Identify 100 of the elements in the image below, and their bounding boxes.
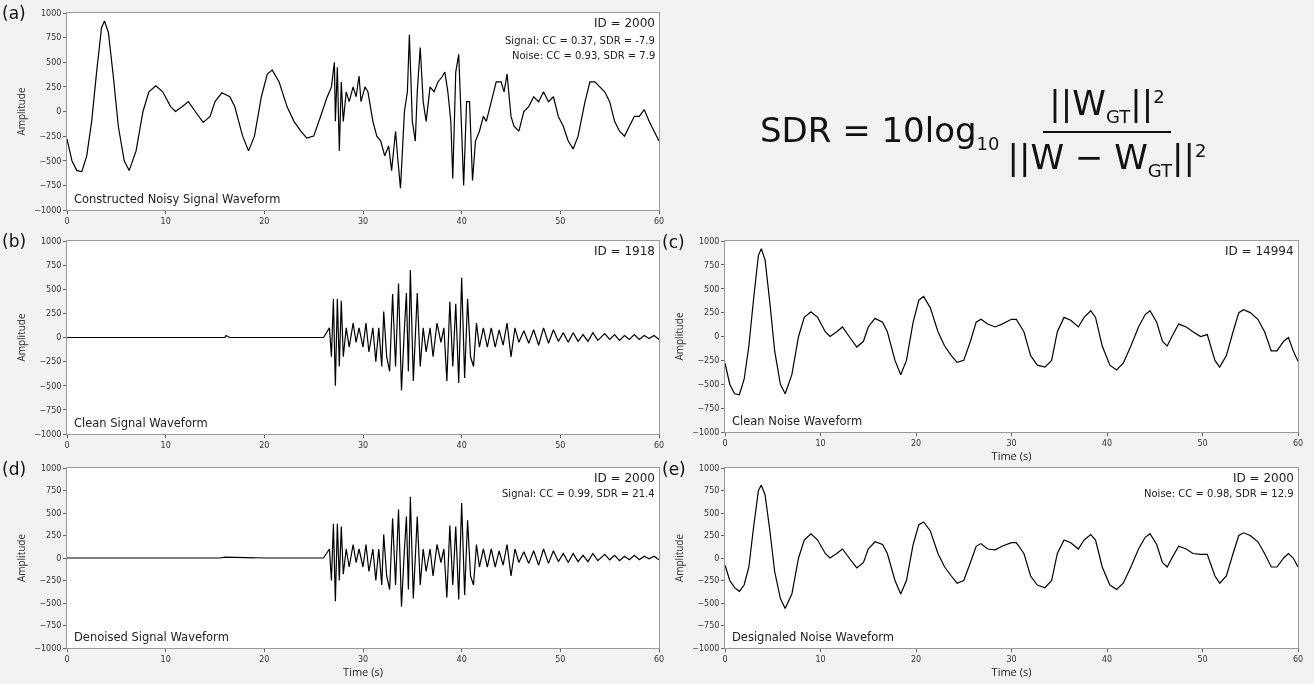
x-tick-label: 50	[555, 440, 566, 450]
text: (d)	[2, 459, 27, 479]
text: ||W − W$_{GT}$||$^{2}$	[1007, 136, 1207, 181]
annotation: ID = 14994	[1225, 244, 1294, 258]
y-tick-label: 1000	[41, 236, 62, 246]
y-tick-label: −250	[697, 356, 720, 366]
text: Clean Signal Waveform	[74, 416, 208, 430]
x-tick-label: 10	[160, 654, 171, 664]
y-tick-label: 0	[56, 333, 62, 343]
x-tick-label: 50	[1197, 654, 1208, 664]
line-series	[67, 269, 659, 392]
x-tick-label: 0	[64, 654, 70, 664]
y-tick-label: 1000	[699, 236, 720, 246]
y-tick-label: −250	[39, 131, 62, 141]
y-tick-label: 750	[46, 260, 62, 270]
x-tick-label: 20	[259, 440, 270, 450]
y-tick-label: 500	[46, 58, 62, 68]
y-tick-label: −500	[39, 381, 62, 391]
text: Clean Noise Waveform	[732, 414, 863, 428]
y-axis-title: Amplitude	[14, 87, 29, 136]
x-tick-label: 60	[653, 654, 665, 664]
x-tick-label: 60	[653, 216, 665, 226]
y-axis-title: Amplitude	[672, 533, 687, 583]
x-tick-label: 10	[815, 654, 826, 664]
x-tick-label: 0	[722, 438, 728, 448]
x-tick-label: 10	[815, 438, 826, 448]
y-axis-title: Amplitude	[672, 312, 687, 361]
x-tick-label: 60	[1292, 654, 1304, 664]
x-tick-label: 0	[64, 440, 70, 450]
x-tick-label: 40	[456, 440, 467, 450]
y-tick-label: −1000	[692, 643, 720, 653]
y-tick-label: −750	[39, 405, 62, 415]
y-tick-label: 0	[714, 553, 720, 563]
y-tick-label: 1000	[41, 8, 62, 18]
y-tick-label: −250	[39, 576, 62, 586]
y-tick-label: 500	[46, 285, 62, 295]
y-tick-label: −750	[39, 621, 62, 631]
y-tick-label: 0	[56, 553, 62, 563]
y-axis-title: Amplitude	[14, 313, 29, 362]
y-tick-label: −500	[697, 380, 720, 390]
text: Constructed Noisy Signal Waveform	[74, 192, 281, 206]
y-tick-label: −1000	[34, 643, 62, 653]
y-tick-label: 750	[46, 486, 62, 496]
y-tick-label: 750	[704, 260, 720, 270]
y-tick-label: −250	[39, 357, 62, 367]
x-tick-label: 40	[1101, 438, 1113, 448]
annotation: ID = 2000	[1233, 471, 1295, 485]
y-tick-label: 250	[46, 531, 62, 541]
x-axis-title: Time (s)	[343, 663, 383, 679]
x-tick-label: 30	[1006, 438, 1017, 448]
annotation: ID = 1918	[594, 244, 656, 258]
annotation: ID = 2000	[594, 16, 656, 30]
x-tick-label: 20	[259, 216, 270, 226]
annotation: Noise: CC = 0.98, SDR = 12.9	[1144, 488, 1294, 499]
annotation: ID = 2000	[594, 471, 656, 485]
x-tick-label: 40	[456, 654, 467, 664]
x-tick-label: 20	[259, 654, 270, 664]
x-axis-title: Time (s)	[991, 663, 1032, 679]
y-axis-title: Amplitude	[14, 533, 29, 583]
y-tick-label: −1000	[692, 427, 720, 437]
y-tick-label: 250	[704, 308, 720, 318]
x-tick-label: 30	[357, 216, 369, 226]
text: ||W$_{GT}$||$^{2}$	[1043, 83, 1171, 133]
x-axis-title: Time (s)	[991, 447, 1032, 463]
x-tick-label: 20	[910, 654, 922, 664]
y-tick-label: 250	[46, 309, 62, 319]
x-tick-label: 0	[64, 216, 70, 226]
annotation: Signal: CC = 0.37, SDR = -7.9	[505, 35, 655, 46]
y-tick-label: −1000	[34, 429, 62, 439]
y-tick-label: 500	[46, 508, 62, 518]
y-tick-label: 250	[46, 82, 62, 92]
y-tick-label: 250	[704, 531, 720, 541]
y-tick-label: −500	[697, 598, 720, 608]
y-tick-label: 500	[704, 508, 720, 518]
text: (e)	[662, 459, 686, 479]
x-tick-label: 30	[1006, 654, 1017, 664]
text: (a)	[2, 3, 26, 23]
y-tick-label: 500	[704, 284, 720, 294]
x-tick-label: 10	[160, 216, 171, 226]
line-series	[67, 20, 659, 189]
x-tick-label: 10	[160, 440, 171, 450]
y-tick-label: 1000	[41, 463, 62, 473]
x-tick-label: 50	[555, 654, 566, 664]
x-tick-label: 40	[1101, 654, 1113, 664]
annotation: Noise: CC = 0.93, SDR = 7.9	[512, 50, 656, 61]
x-tick-label: 0	[722, 654, 728, 664]
annotation: Signal: CC = 0.99, SDR = 21.4	[502, 488, 655, 499]
line-series	[725, 484, 1298, 609]
text: (c)	[662, 232, 685, 252]
x-tick-label: 60	[653, 440, 665, 450]
x-tick-label: 30	[357, 654, 369, 664]
y-tick-label: 750	[704, 486, 720, 496]
x-tick-label: 50	[1197, 438, 1208, 448]
y-tick-label: −250	[697, 576, 720, 586]
text: SDR = 10log$_{10}$	[760, 110, 1000, 154]
y-tick-label: 0	[56, 107, 62, 117]
y-tick-label: 750	[46, 33, 62, 43]
x-tick-label: 60	[1292, 438, 1304, 448]
y-tick-label: −500	[39, 156, 62, 166]
x-tick-label: 50	[555, 216, 566, 226]
